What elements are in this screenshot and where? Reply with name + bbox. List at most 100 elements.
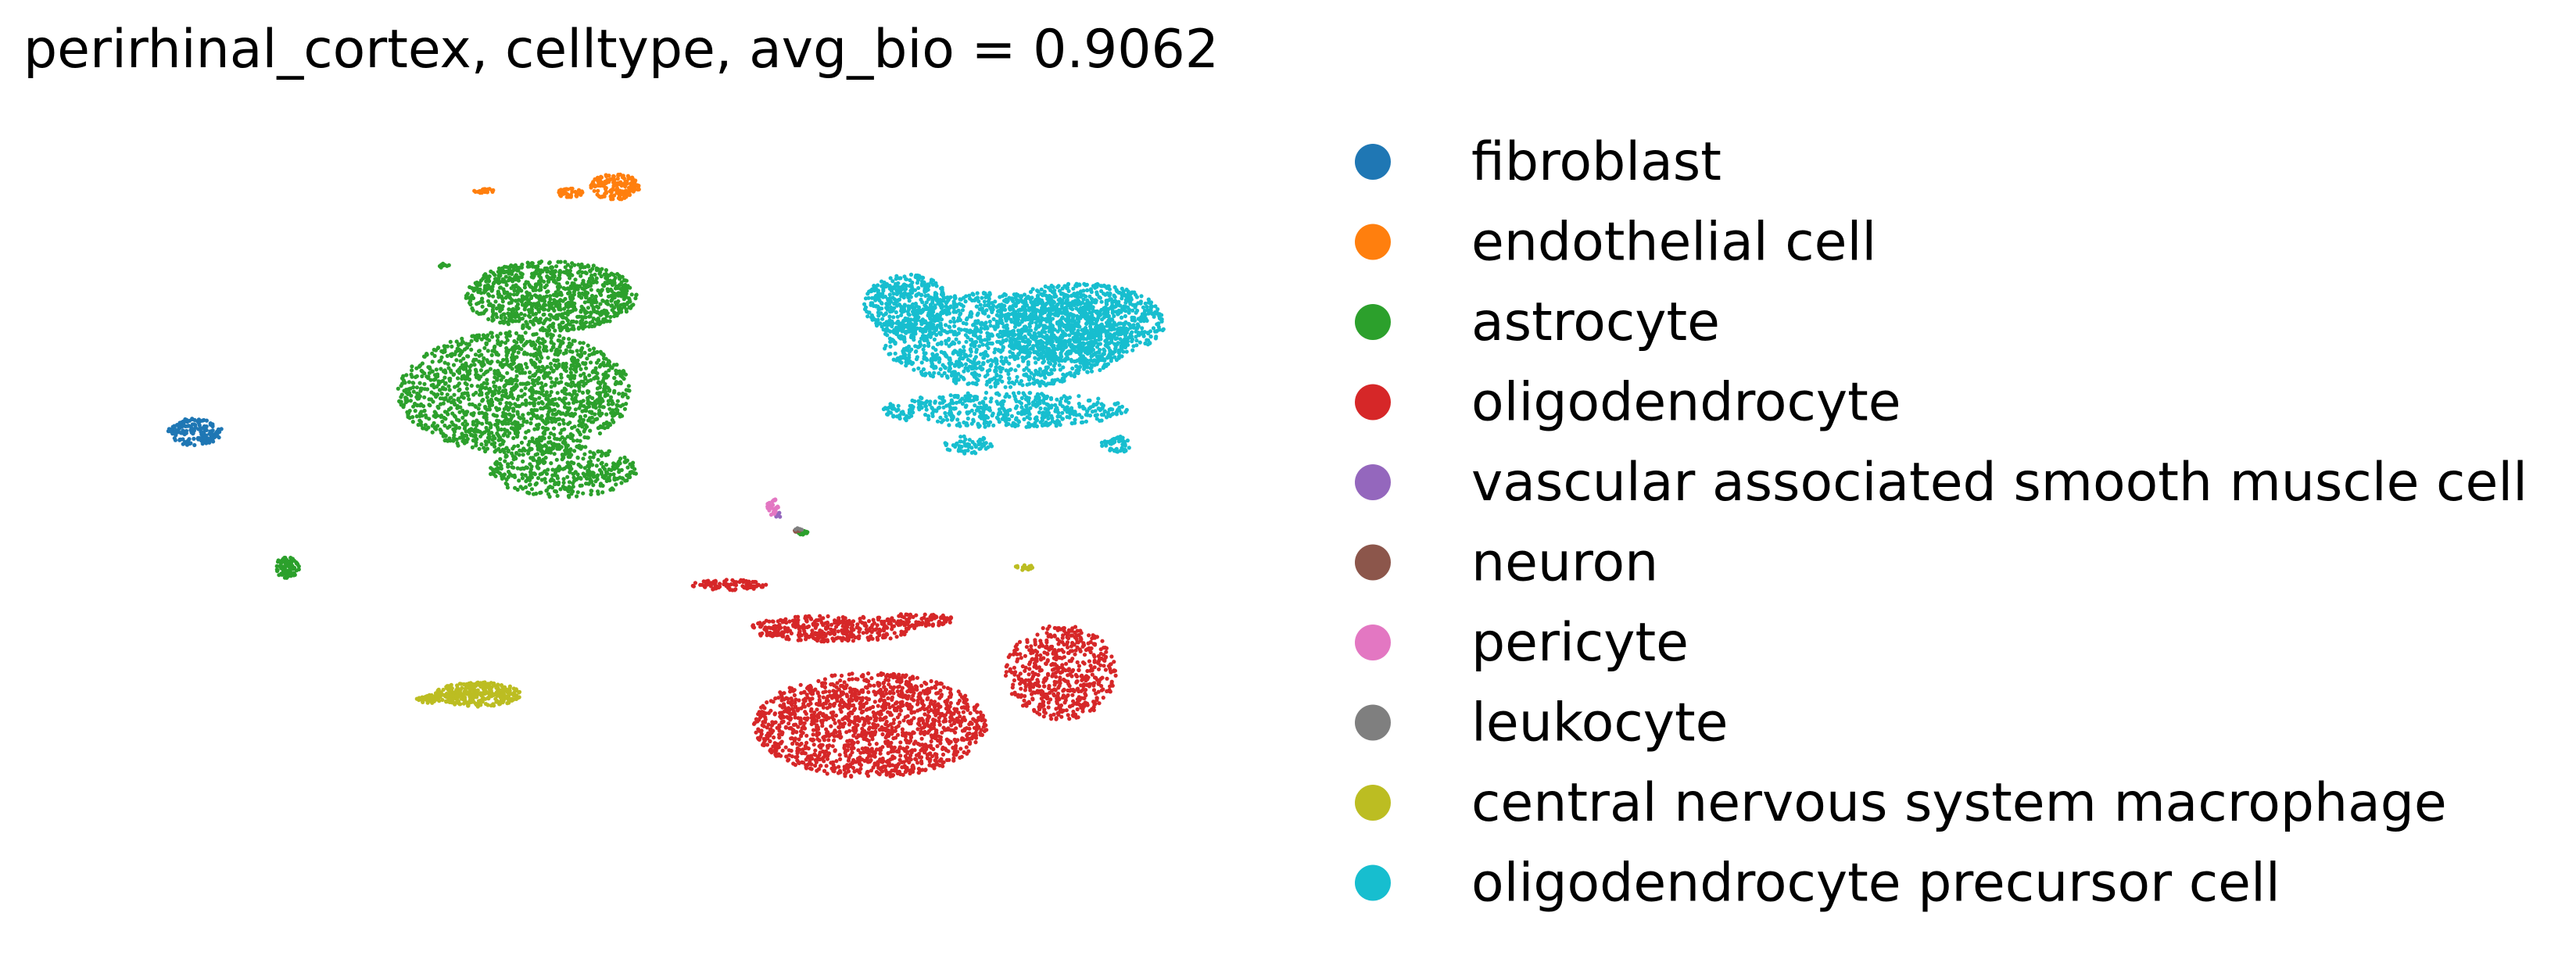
data-point (430, 424, 435, 428)
data-point (575, 287, 580, 292)
data-point (191, 431, 195, 436)
data-point (946, 726, 951, 731)
data-point (937, 758, 942, 764)
data-point (500, 299, 505, 304)
data-point (597, 318, 601, 324)
data-point (517, 275, 521, 280)
data-point (491, 413, 496, 417)
data-point (765, 700, 769, 705)
data-point (486, 277, 491, 281)
data-point (543, 302, 548, 307)
data-point (464, 295, 468, 300)
data-point (886, 728, 890, 732)
data-point (600, 460, 604, 465)
data-point (609, 410, 614, 415)
data-point (502, 291, 507, 295)
data-point (618, 306, 624, 311)
data-point (580, 291, 585, 296)
data-point (397, 399, 402, 403)
data-point (893, 764, 897, 769)
data-point (811, 732, 815, 737)
data-point (825, 771, 829, 776)
data-point (623, 184, 628, 189)
data-point (587, 276, 593, 281)
data-point (887, 734, 891, 739)
data-point (778, 714, 783, 719)
data-point (555, 403, 561, 408)
data-point (606, 274, 611, 278)
data-point (897, 684, 902, 689)
data-point (843, 771, 847, 776)
data-point (894, 675, 899, 680)
data-point (580, 190, 585, 195)
data-point (460, 363, 465, 367)
data-point (481, 397, 485, 403)
data-point (545, 405, 550, 410)
data-point (484, 370, 489, 374)
data-point (597, 380, 601, 385)
data-point (536, 427, 540, 431)
data-point (543, 480, 548, 485)
data-point (579, 367, 583, 371)
data-point (588, 473, 593, 478)
data-point (464, 382, 469, 387)
data-point (564, 381, 569, 386)
data-point (443, 395, 448, 400)
data-point (504, 401, 509, 406)
data-point (580, 445, 585, 449)
data-point (576, 462, 581, 467)
data-point (176, 423, 181, 428)
data-point (493, 385, 498, 389)
data-point (900, 691, 905, 696)
data-point (482, 446, 486, 450)
data-point (793, 614, 798, 620)
data-point (432, 378, 436, 382)
data-point (530, 378, 536, 382)
data-point (498, 456, 503, 461)
data-point (473, 367, 478, 372)
data-point (500, 438, 504, 442)
data-point (208, 429, 213, 434)
data-point (847, 677, 851, 682)
data-point (765, 743, 770, 747)
data-point (555, 391, 560, 395)
data-point (593, 366, 598, 370)
data-point (855, 723, 860, 728)
data-point (501, 388, 506, 393)
data-point (538, 294, 543, 299)
data-point (884, 675, 889, 679)
data-point (442, 360, 447, 365)
data-point (548, 376, 553, 381)
data-point (492, 281, 496, 285)
data-point (471, 413, 475, 417)
data-point (470, 306, 475, 311)
data-point (622, 406, 628, 411)
data-point (468, 285, 472, 289)
data-point (509, 390, 514, 395)
data-point (539, 478, 544, 482)
data-point (872, 732, 877, 737)
data-point (923, 768, 928, 773)
data-point (536, 422, 541, 427)
data-point (591, 180, 596, 184)
data-point (609, 177, 614, 181)
data-point (445, 344, 450, 349)
data-point (612, 467, 617, 471)
data-point (572, 424, 577, 429)
data-point (474, 443, 478, 448)
data-point (475, 287, 480, 292)
data-point (897, 769, 901, 774)
data-point (869, 676, 874, 681)
data-point (860, 746, 865, 751)
data-point (947, 757, 951, 762)
data-point (491, 188, 496, 192)
data-point (571, 360, 576, 365)
data-point (583, 315, 588, 320)
data-point (568, 272, 573, 277)
data-point (597, 431, 603, 436)
data-point (827, 689, 832, 694)
data-point (594, 310, 600, 315)
data-point (602, 308, 607, 313)
data-point (442, 423, 447, 428)
data-point (478, 368, 484, 373)
